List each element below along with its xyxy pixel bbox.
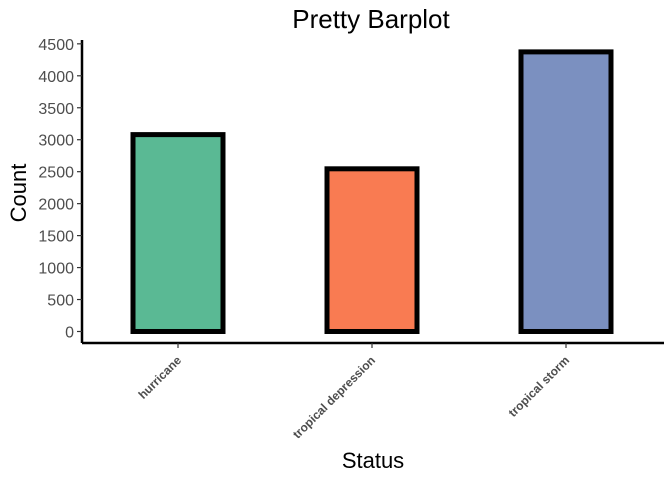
- y-tick-label: 4500: [38, 37, 74, 54]
- bars-layer: [130, 49, 614, 334]
- y-tick-label: 2000: [38, 197, 74, 214]
- y-axis-title: Count: [6, 164, 31, 223]
- bar-tropical-depression: [324, 166, 420, 334]
- y-tick-label: 3500: [38, 101, 74, 118]
- y-tick-label: 2500: [38, 165, 74, 182]
- x-tick-label: tropical storm: [506, 353, 572, 419]
- x-tick-label: tropical depression: [290, 353, 378, 441]
- y-tick-label: 1500: [38, 229, 74, 246]
- x-axis-title: Status: [342, 448, 404, 473]
- y-tick-label: 1000: [38, 261, 74, 278]
- y-tick-label: 0: [65, 324, 74, 341]
- bar-hurricane: [130, 132, 226, 334]
- x-tick-label: hurricane: [136, 353, 185, 402]
- y-tick-label: 3000: [38, 133, 74, 150]
- bar-tropical-storm: [518, 49, 614, 334]
- y-tick-label: 4000: [38, 69, 74, 86]
- y-tick-label: 500: [47, 293, 74, 310]
- chart-title: Pretty Barplot: [292, 4, 450, 34]
